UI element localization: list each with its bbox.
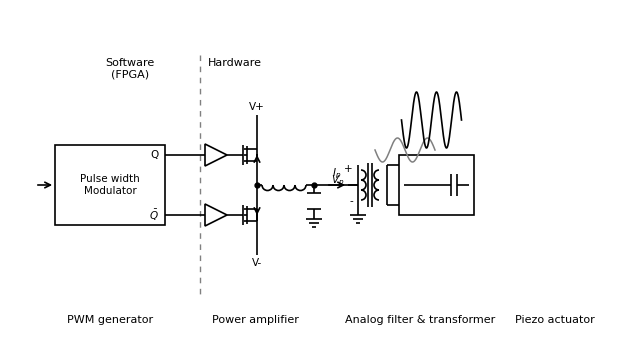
Text: +: + [344, 164, 353, 174]
Text: Analog filter & transformer: Analog filter & transformer [345, 315, 495, 325]
Text: Power amplifier: Power amplifier [212, 315, 298, 325]
Bar [55, 145, 165, 225]
Text: Q: Q [151, 150, 159, 160]
Text: V-: V- [252, 258, 262, 268]
Text: -: - [349, 196, 353, 206]
Text: $I_p$: $I_p$ [332, 167, 342, 181]
Text: PWM generator: PWM generator [67, 315, 153, 325]
Text: V+: V+ [249, 102, 265, 112]
Text: Hardware: Hardware [208, 58, 262, 68]
Polygon shape [205, 144, 227, 166]
Text: $\bar{Q}$: $\bar{Q}$ [149, 207, 159, 222]
Text: Software
(FPGA): Software (FPGA) [106, 58, 155, 80]
Text: $V_p$: $V_p$ [331, 174, 344, 188]
Text: Piezo actuator: Piezo actuator [515, 315, 595, 325]
Bar [399, 155, 474, 215]
Polygon shape [205, 204, 227, 226]
Text: Pulse width
Modulator: Pulse width Modulator [80, 174, 140, 196]
